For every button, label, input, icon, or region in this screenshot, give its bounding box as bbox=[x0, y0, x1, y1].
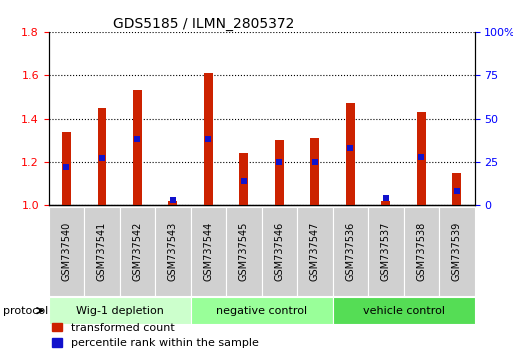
Bar bbox=[168, 201, 177, 205]
Bar bbox=[439, 207, 475, 296]
Legend: transformed count, percentile rank within the sample: transformed count, percentile rank withi… bbox=[52, 322, 259, 348]
Bar bbox=[332, 297, 475, 324]
Bar bbox=[84, 207, 120, 296]
Text: GSM737541: GSM737541 bbox=[97, 222, 107, 281]
Bar bbox=[204, 73, 213, 205]
Bar bbox=[62, 132, 71, 205]
Bar bbox=[297, 207, 332, 296]
Bar bbox=[226, 207, 262, 296]
Text: vehicle control: vehicle control bbox=[363, 306, 445, 316]
Bar bbox=[262, 207, 297, 296]
Text: GSM737547: GSM737547 bbox=[310, 222, 320, 281]
Bar bbox=[346, 103, 355, 205]
Text: GSM737538: GSM737538 bbox=[417, 222, 426, 281]
Bar bbox=[417, 112, 426, 205]
Text: protocol: protocol bbox=[3, 306, 48, 316]
Bar bbox=[155, 207, 191, 296]
Text: GSM737540: GSM737540 bbox=[62, 222, 71, 281]
Bar bbox=[120, 207, 155, 296]
Bar bbox=[332, 207, 368, 296]
Bar bbox=[49, 297, 191, 324]
Bar bbox=[452, 173, 461, 205]
Text: GSM737546: GSM737546 bbox=[274, 222, 284, 281]
Bar bbox=[191, 297, 332, 324]
Bar bbox=[310, 138, 319, 205]
Text: GSM737539: GSM737539 bbox=[452, 222, 462, 281]
Text: GSM737542: GSM737542 bbox=[132, 222, 143, 281]
Text: GDS5185 / ILMN_2805372: GDS5185 / ILMN_2805372 bbox=[112, 17, 294, 31]
Text: GSM737537: GSM737537 bbox=[381, 222, 391, 281]
Bar bbox=[133, 90, 142, 205]
Text: GSM737544: GSM737544 bbox=[204, 222, 213, 281]
Bar bbox=[191, 207, 226, 296]
Bar bbox=[368, 207, 404, 296]
Bar bbox=[404, 207, 439, 296]
Text: negative control: negative control bbox=[216, 306, 307, 316]
Bar bbox=[381, 201, 390, 205]
Text: GSM737545: GSM737545 bbox=[239, 222, 249, 281]
Bar bbox=[49, 207, 84, 296]
Text: GSM737536: GSM737536 bbox=[345, 222, 356, 281]
Bar bbox=[275, 140, 284, 205]
Bar bbox=[240, 153, 248, 205]
Bar bbox=[97, 108, 106, 205]
Text: GSM737543: GSM737543 bbox=[168, 222, 178, 281]
Text: Wig-1 depletion: Wig-1 depletion bbox=[76, 306, 164, 316]
